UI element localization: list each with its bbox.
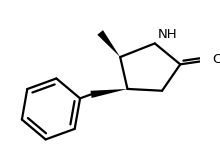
Text: O: O: [212, 53, 220, 66]
Text: NH: NH: [158, 28, 177, 41]
Polygon shape: [97, 30, 120, 57]
Polygon shape: [90, 89, 127, 98]
